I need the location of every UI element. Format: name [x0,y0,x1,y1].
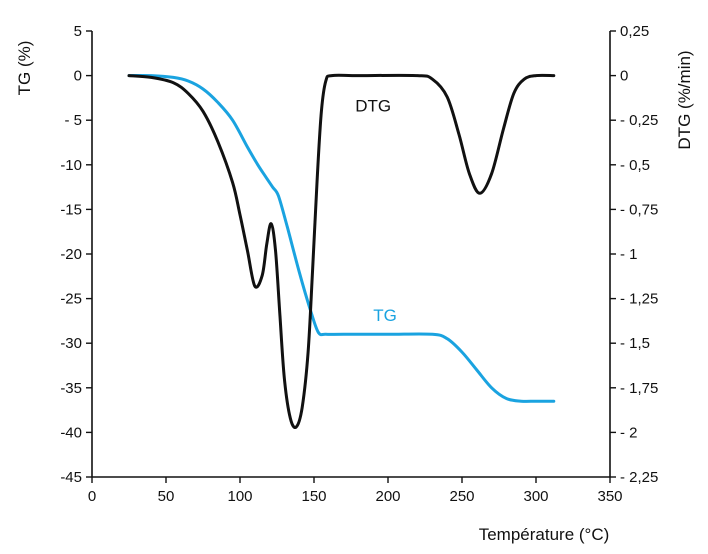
y-right-tick-label: - 1,25 [620,291,658,308]
y-left-tick-label: -20 [60,246,82,263]
x-tick-label: 300 [523,488,548,505]
y-right-tick-label: - 1 [620,246,638,263]
y-left-tick-label: -35 [60,380,82,397]
axes [91,31,611,478]
y-right-tick-label: - 0,75 [620,201,658,218]
x-tick-label: 0 [88,488,96,505]
x-tick-label: 250 [449,488,474,505]
y-left-axis-title: TG (%) [15,41,34,96]
y-right-tick-label: 0 [620,68,628,85]
y-right-tick-label: - 0,25 [620,112,658,129]
x-ticks: 0 50 100 150 200 250 300 350 [88,477,623,505]
series-label-tg: TG [373,306,397,325]
series-label-dtg: DTG [355,96,391,115]
y-left-tick-label: 5 [74,23,82,40]
y-right-ticks: 0,25 0 - 0,25 - 0,5 - 0,75 - 1 - 1,25 - 1,5 - 1,… [610,23,658,486]
series-line-dtg [127,73,556,430]
y-right-tick-label: - 2,25 [620,469,658,486]
y-left-tick-label: 0 [74,68,82,85]
x-tick-label: 50 [158,488,175,505]
x-tick-label: 100 [227,488,252,505]
y-right-axis-title: DTG (%/min) [675,50,694,149]
y-left-tick-label: -40 [60,424,82,441]
series-line-tg [127,73,556,403]
y-left-tick-label: - 5 [64,112,82,129]
y-right-tick-label: - 1,75 [620,380,658,397]
y-left-tick-label: -45 [60,469,82,486]
y-left-ticks: 5 0 - 5 -10 -15 -20 -25 -30 -35 -40 -45 [60,23,92,486]
annotation-layer: DTG TG [355,96,397,325]
y-left-tick-label: -10 [60,157,82,174]
x-tick-label: 350 [597,488,622,505]
y-right-tick-label: - 2 [620,424,638,441]
y-left-tick-label: -30 [60,335,82,352]
y-left-tick-label: -25 [60,291,82,308]
x-axis-title: Température (°C) [479,525,610,544]
y-left-tick-label: -15 [60,201,82,218]
y-right-tick-label: 0,25 [620,23,649,40]
series-layer [127,73,556,430]
y-right-tick-label: - 1,5 [620,335,650,352]
x-tick-label: 150 [301,488,326,505]
y-right-tick-label: - 0,5 [620,157,650,174]
x-tick-label: 200 [375,488,400,505]
